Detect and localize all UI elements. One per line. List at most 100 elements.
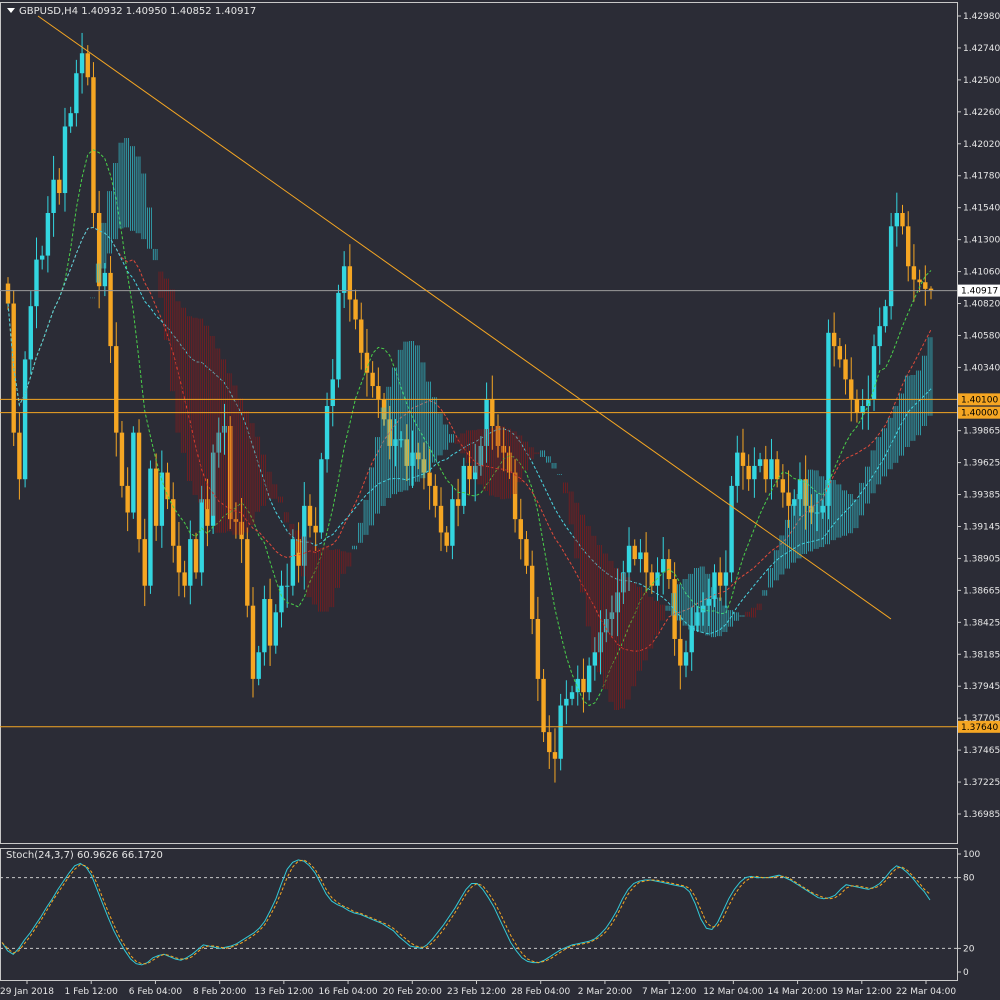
candle-body [85,53,90,78]
candle-body [119,432,125,486]
candle-body [381,399,387,420]
candle-body [427,472,432,486]
candle-body [284,585,290,587]
candle-body [586,665,592,693]
candle-body [467,465,472,480]
collapse-arrow-icon[interactable] [7,8,15,13]
candle-body [678,638,683,666]
candle-body [911,266,917,280]
candle-body [290,539,296,586]
candle-body [62,126,68,194]
price-tick-label: 1.38185 [963,650,1000,660]
candle-body [136,432,142,540]
price-frame [0,2,958,844]
candle-body [159,472,165,526]
candle-body [581,678,586,693]
candle-body [22,359,28,480]
candle-body [837,346,843,360]
stoch-frame [0,848,958,981]
candle-body [188,539,193,586]
time-tick-label: 6 Feb 04:00 [129,987,183,997]
candle-body [302,505,307,566]
candle-body [746,465,751,480]
candle-body [256,652,261,679]
candle-body [900,213,905,227]
time-tick-label: 1 Feb 12:00 [65,987,119,997]
candle-body [267,599,273,646]
candle-body [34,259,39,307]
ichimoku-cloud [90,138,933,710]
candle-body [102,272,108,287]
candle-body [353,299,358,320]
price-tick-label: 1.38425 [963,618,1000,628]
candle-body [535,618,541,679]
candle-body [233,519,239,522]
candle-body [296,539,301,566]
candle-body [79,53,85,74]
time-tick-label: 14 Mar 20:00 [768,987,828,997]
candle-body [199,499,204,573]
candle-body [228,425,233,520]
stoch-tick-label: 20 [963,944,975,954]
candle-body [45,213,51,256]
price-tick-label: 1.38665 [963,586,1000,596]
level-price-label: 1.40100 [961,395,998,405]
candle-body [888,226,894,307]
stochastic-panel [0,848,958,981]
candle-body [615,592,620,613]
candle-body [450,499,455,546]
candle-body [672,579,677,639]
candle-body [347,266,353,300]
candle-body [518,519,523,540]
time-tick-label: 16 Feb 04:00 [319,987,378,997]
candle-body [484,399,489,446]
price-tick-label: 1.41060 [963,268,1000,278]
candle-body [461,465,467,506]
candle-body [569,692,575,699]
time-tick-label: 7 Mar 12:00 [642,987,697,997]
time-axis: 29 Jan 2018 1 Feb 12:00 6 Feb 04:00 8 Feb 2… [0,980,956,997]
candle-body [210,452,216,526]
candle-body [598,632,603,653]
candle-body [735,452,740,486]
price-tick-label: 1.40580 [963,331,1000,341]
candle-body [176,545,182,573]
price-tick-label: 1.40820 [963,300,1000,310]
candle-body [695,612,700,626]
price-tick-label: 1.37225 [963,778,1000,788]
candle-body [866,399,871,407]
candle-body [552,752,558,759]
price-tick-label: 1.42260 [963,108,1000,118]
candle-body [894,213,900,227]
candle-body [404,439,410,466]
candle-body [723,572,729,586]
candle-body [609,612,615,619]
candle-body [524,539,529,566]
candle-body [125,485,130,513]
candle-body [444,532,449,546]
candle-body [529,565,535,619]
candle-body [222,425,227,433]
candle-body [849,379,854,400]
candle-body [410,452,415,466]
candle-body [17,432,22,480]
price-tick-label: 1.38905 [963,554,1000,564]
level-price-tag [958,393,1000,406]
candle-body [336,292,341,380]
moving-average-line [7,149,932,707]
price-tick-label: 1.39145 [963,522,1000,532]
candle-body [376,386,381,400]
candle-body [547,732,552,753]
price-tick-label: 1.36985 [963,810,1000,820]
candle-body [906,226,911,267]
candle-body [564,698,569,706]
main-chart-header: GBPUSD,H4 1.40932 1.40950 1.40852 1.4091… [19,6,256,17]
time-tick-label: 29 Jan 2018 [0,987,54,997]
candle-body [803,479,808,506]
candle-body [792,499,797,506]
price-tick-label: 1.37945 [963,682,1000,692]
candle-body [814,512,820,514]
candle-body [319,459,324,533]
descending-trendline[interactable] [37,15,892,620]
candle-body [11,303,16,433]
